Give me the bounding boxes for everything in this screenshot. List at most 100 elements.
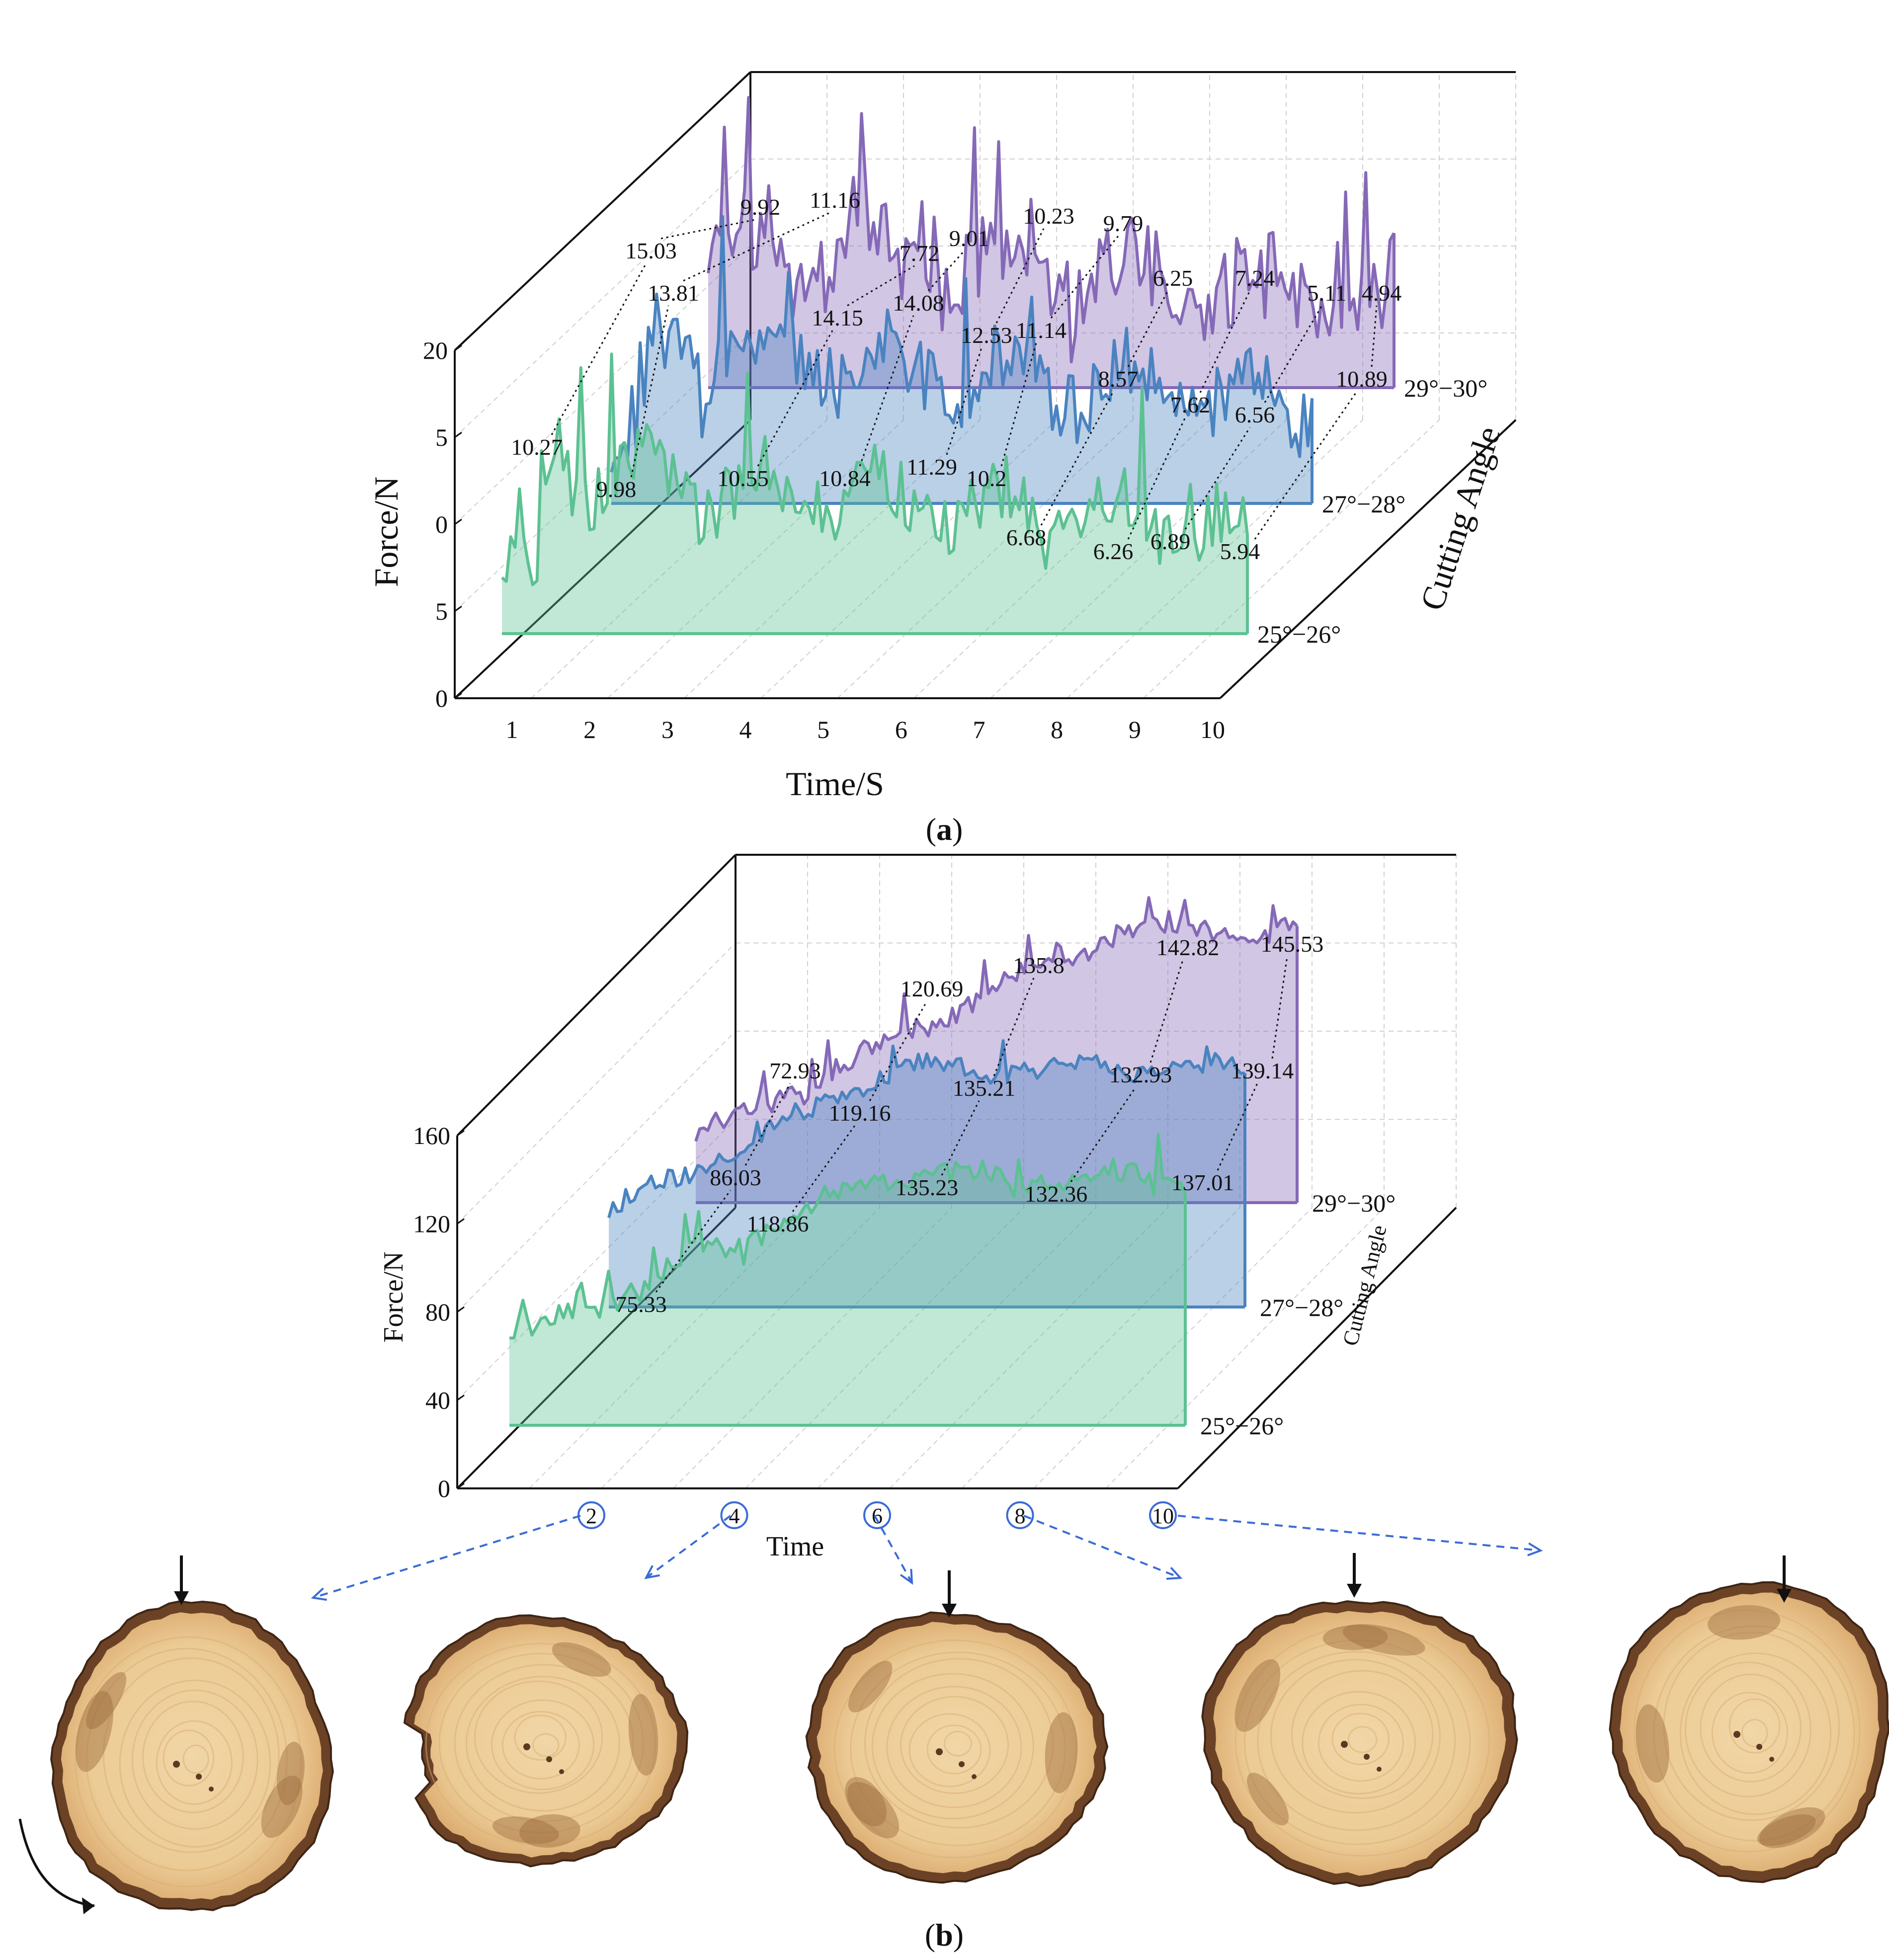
a-x-tick-label: 10 [1200, 716, 1225, 743]
cut-position-arrowhead-icon [1347, 1584, 1362, 1598]
a-x-tick-label: 8 [1051, 716, 1063, 743]
b-depth-axis-line [1177, 1207, 1457, 1489]
log-pith-mark [196, 1774, 202, 1780]
a-leader-line [1040, 290, 1169, 526]
b-peak-label: 72.93 [769, 1058, 821, 1083]
rotation-arrowhead-icon [82, 1897, 94, 1914]
a-series-line-1 [610, 215, 1314, 473]
log-pith-mark [959, 1761, 965, 1767]
b-peak-label: 135.8 [1013, 953, 1065, 978]
b-series-line-0 [509, 1133, 1187, 1340]
b-depth-label-0: 25°−26° [1200, 1412, 1284, 1440]
b-x-tick-circle [1006, 1501, 1034, 1529]
log-growth-ring [926, 1724, 982, 1775]
dashed-arrowhead-icon [900, 1568, 913, 1585]
a-peak-label: 13.81 [648, 280, 699, 306]
a-x-tick-label: 6 [895, 716, 907, 743]
a-y-tick [454, 692, 462, 699]
log-decay-patch [492, 1816, 559, 1844]
cut-position-arrowhead-icon [174, 1591, 189, 1605]
a-area-2 [708, 97, 1394, 388]
dashed-arrow [1023, 1515, 1181, 1579]
log-growth-ring [1741, 1718, 1768, 1747]
log-growth-ring [454, 1664, 634, 1822]
log-growth-ring [131, 1689, 258, 1830]
log-growth-ring [514, 1714, 567, 1761]
panel-a-depth-title: Cutting Angle [1413, 422, 1508, 615]
log-growth-ring [425, 1642, 657, 1846]
a-peak-label: 8.57 [1098, 366, 1139, 392]
b-y-tick-label: 120 [413, 1210, 450, 1238]
a-series-line-2 [707, 96, 1396, 364]
a-area-0 [502, 354, 1247, 634]
log-wood [1620, 1592, 1880, 1872]
a-leader-line [859, 250, 965, 467]
b-floor-grid-line [529, 1207, 808, 1489]
log-growth-ring [466, 1676, 620, 1812]
a-peak-label: 7.62 [1170, 392, 1211, 417]
dashed-arrowhead-icon [644, 1565, 660, 1579]
log-growth-ring [1291, 1670, 1434, 1799]
b-top-left-edge [456, 854, 737, 1137]
log-pith-mark [936, 1748, 943, 1755]
b-peak-label: 75.33 [615, 1292, 667, 1317]
log-decay-patch [1342, 1624, 1425, 1656]
log-decay-patch [845, 1777, 887, 1826]
a-peak-label: 10.84 [819, 466, 871, 491]
b-y-tick-label: 160 [413, 1122, 450, 1149]
a-leader-line [946, 228, 1045, 455]
log-growth-ring [1728, 1698, 1781, 1754]
a-peak-label: 15.03 [625, 238, 677, 263]
log-growth-ring [1711, 1692, 1789, 1774]
a-leader-line [630, 212, 830, 478]
a-y-tick-label: 0 [435, 510, 448, 538]
a-peak-label: 9.98 [596, 477, 637, 502]
b-x-tick-circle [1149, 1501, 1177, 1529]
b-leader-line [1217, 956, 1288, 1171]
a-peak-label: 7.72 [900, 241, 940, 266]
log-growth-ring [491, 1699, 595, 1791]
log-pith-mark [1364, 1754, 1370, 1760]
a-y-tick-label: 20 [423, 336, 448, 364]
a-leader-line [1127, 290, 1251, 540]
a-x-tick-label: 9 [1129, 716, 1141, 743]
log-decay-patch [552, 1642, 611, 1677]
log-growth-ring [871, 1673, 1034, 1820]
b-y-tick [457, 1482, 465, 1489]
b-floor-grid-line [1033, 1207, 1313, 1489]
wood-log-cross-section [1201, 1553, 1518, 1887]
b-x-tick-circle [863, 1501, 891, 1529]
b-depth-label-1: 27°−28° [1260, 1294, 1343, 1321]
log-decay-patch [1234, 1659, 1281, 1732]
b-depth-label-2: 29°−30° [1312, 1189, 1396, 1217]
dashed-arrowhead-icon [1527, 1542, 1543, 1556]
wood-log-cross-section [805, 1570, 1109, 1884]
a-peak-label: 9.92 [740, 194, 781, 220]
log-growth-ring [156, 1720, 233, 1805]
log-growth-ring [1653, 1625, 1855, 1842]
b-leader-line [1070, 960, 1184, 1182]
a-area-1 [611, 216, 1312, 504]
b-floor-left-edge [456, 1207, 737, 1489]
log-decay-patch [847, 1782, 899, 1839]
panel-b-caption: (b) [925, 1917, 964, 1953]
log-decay-patch [1636, 1704, 1669, 1783]
b-floor-grid-line [817, 1207, 1096, 1489]
b-floor-grid-line [889, 1207, 1168, 1489]
a-leader-line [757, 265, 915, 467]
a-peak-label: 5.94 [1220, 539, 1260, 564]
log-growth-ring [1270, 1659, 1441, 1814]
b-y-tick [457, 1218, 465, 1225]
b-x-tick-label: 6 [872, 1504, 883, 1528]
log-growth-ring [1634, 1609, 1861, 1853]
b-y-tick-label: 40 [425, 1387, 450, 1414]
log-growth-ring [908, 1713, 991, 1788]
log-growth-ring [833, 1639, 1077, 1859]
panel-b-y-title: Force/N [378, 1251, 409, 1343]
a-peak-label: 4.94 [1362, 280, 1402, 306]
b-peak-label: 135.23 [896, 1175, 959, 1200]
a-y-tick-label: 5 [435, 597, 448, 625]
panel-a-x-title: Time/S [786, 765, 884, 803]
log-pith-mark [173, 1761, 180, 1768]
